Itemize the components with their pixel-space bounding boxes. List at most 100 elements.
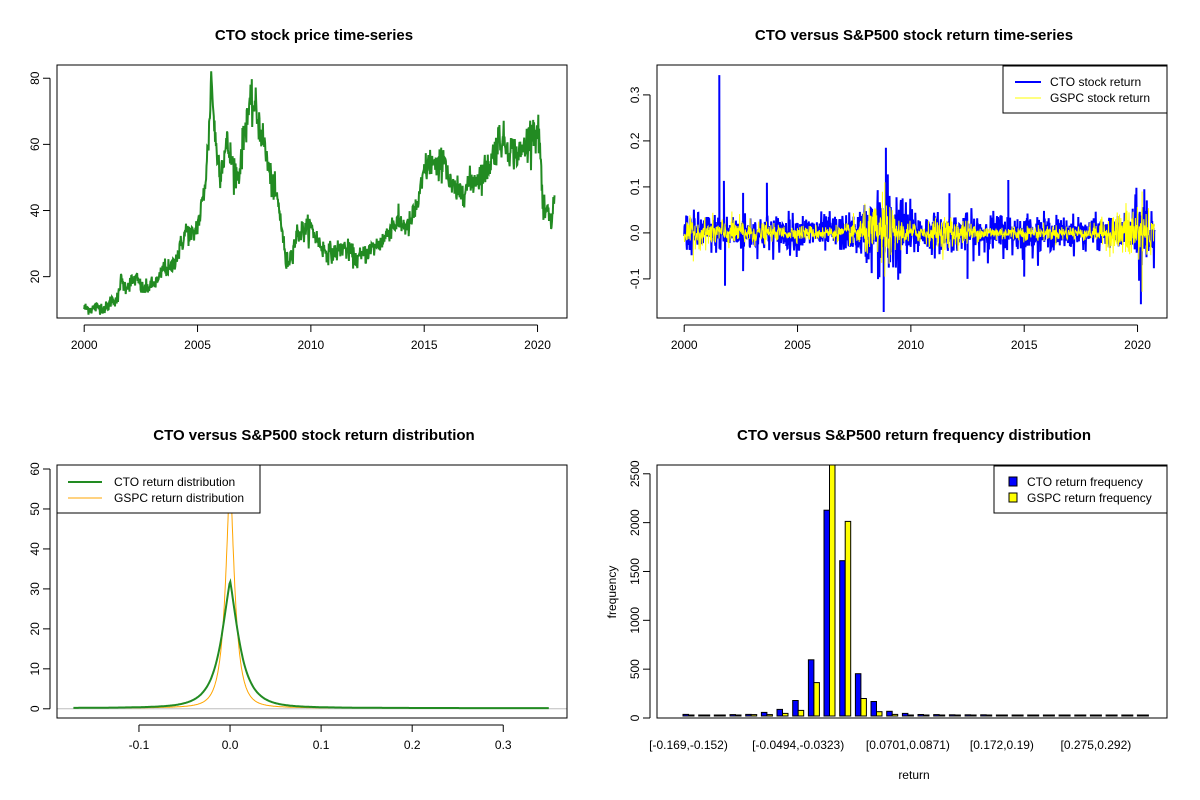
y-tick-label: 0.0	[628, 224, 642, 241]
histogram-x-axis-label: return	[898, 768, 929, 782]
gspc-frequency-bar	[844, 520, 852, 717]
cto-frequency-bar	[948, 714, 956, 717]
gspc-frequency-bar	[954, 714, 961, 717]
gspc-frequency-bar	[688, 714, 695, 717]
cto-frequency-bar	[713, 714, 721, 717]
gspc-frequency-bar	[766, 714, 773, 717]
y-tick-label: 1000	[628, 607, 642, 634]
x-tick-label: -0.1	[129, 738, 150, 752]
gspc-frequency-bar	[860, 698, 867, 717]
density-x-axis: -0.1 0.0 0.1 0.2 0.3	[129, 724, 512, 752]
price-x-axis: 2000 2005 2010 2015 2020	[71, 324, 551, 352]
y-tick-label: 500	[628, 659, 642, 679]
x-tick-label: 2020	[1124, 338, 1151, 352]
gspc-frequency-bar	[1126, 714, 1134, 717]
legend-swatch-gspc-frequency	[1008, 492, 1018, 503]
y-tick-label: 0	[628, 714, 642, 721]
cto-frequency-bar	[980, 714, 987, 717]
cto-frequency-bar	[1089, 714, 1097, 717]
cto-frequency-bar	[807, 659, 815, 717]
gspc-frequency-bar	[797, 709, 805, 717]
x-tick-label: [-0.169,-0.152)	[649, 738, 728, 752]
y-tick-label: 80	[28, 71, 42, 85]
x-tick-label: 0.3	[495, 738, 512, 752]
returns-legend-box	[1002, 65, 1168, 114]
gspc-frequency-bar	[1001, 714, 1008, 717]
y-tick-label: 60	[28, 137, 42, 151]
y-tick-label: 0.1	[628, 178, 642, 195]
gspc-frequency-bar	[719, 714, 726, 717]
legend-label-gspc-distribution: GSPC return distribution	[114, 491, 244, 505]
gspc-frequency-bar	[876, 711, 883, 717]
returns-chart: CTO versus S&P500 stock return time-seri…	[628, 27, 1168, 352]
cto-frequency-bar	[1121, 714, 1128, 717]
x-tick-label: [0.0701,0.0871)	[866, 738, 950, 752]
y-tick-label: 20	[28, 622, 42, 636]
cto-frequency-bar	[698, 714, 705, 717]
histogram-chart-title: CTO versus S&P500 return frequency distr…	[737, 427, 1091, 444]
cto-frequency-bar	[682, 713, 689, 717]
cto-frequency-bar	[917, 714, 924, 717]
density-series	[57, 470, 567, 710]
x-tick-label: 0.2	[404, 738, 421, 752]
gspc-frequency-bar	[703, 714, 711, 717]
gspc-frequency-bar	[1064, 714, 1071, 717]
histogram-legend: CTO return frequency GSPC return frequen…	[993, 465, 1168, 514]
cto-frequency-bar	[1011, 714, 1019, 717]
y-tick-label: 60	[28, 462, 42, 476]
gspc-frequency-bar	[829, 465, 836, 717]
returns-y-axis: -0.1 0.0 0.1 0.2 0.3	[628, 86, 651, 289]
x-tick-label: [-0.0494,-0.0323)	[752, 738, 844, 752]
cto-frequency-bar	[870, 701, 877, 717]
gspc-frequency-bar	[813, 682, 820, 717]
legend-label-gspc-return: GSPC stock return	[1050, 91, 1150, 105]
price-y-axis: 20 40 60 80	[28, 71, 51, 284]
cto-frequency-bar	[886, 710, 893, 717]
x-tick-label: 2010	[898, 338, 925, 352]
gspc-frequency-bar	[891, 713, 899, 717]
cto-frequency-bar	[792, 700, 799, 717]
returns-x-axis: 2000 2005 2010 2015 2020	[671, 324, 1151, 352]
cto-frequency-bar	[901, 712, 909, 717]
cto-frequency-bar	[1136, 714, 1144, 717]
returns-legend: CTO stock return GSPC stock return	[1002, 65, 1168, 114]
y-tick-label: -0.1	[628, 268, 642, 289]
gspc-frequency-bar	[1048, 714, 1055, 717]
gspc-frequency-bar	[1079, 714, 1087, 717]
cto-frequency-bar	[995, 714, 1003, 717]
gspc-frequency-bar	[985, 714, 993, 717]
y-tick-label: 0	[28, 705, 42, 712]
returns-series	[683, 75, 1156, 313]
histogram-plot-frame	[656, 464, 1168, 719]
gspc-frequency-bar	[782, 712, 789, 717]
legend-swatch-cto-frequency	[1008, 476, 1018, 487]
y-tick-label: 50	[28, 502, 42, 516]
cto-frequency-bar	[776, 708, 783, 717]
y-tick-label: 2000	[628, 509, 642, 536]
histogram-x-axis: [-0.169,-0.152) [-0.0494,-0.0323) [0.0701,…	[649, 738, 1131, 752]
histogram-bars	[682, 465, 1149, 717]
cto-frequency-bar	[745, 713, 752, 717]
x-tick-label: 2000	[71, 338, 98, 352]
gspc-frequency-bar	[923, 714, 930, 717]
y-tick-label: 0.3	[628, 86, 642, 103]
cto-frequency-bar	[1074, 714, 1081, 717]
y-tick-label: 1500	[628, 558, 642, 585]
x-tick-label: 2005	[784, 338, 811, 352]
gspc-frequency-bar	[907, 714, 914, 717]
x-tick-label: 2020	[524, 338, 551, 352]
y-tick-label: 20	[28, 270, 42, 284]
x-tick-label: 2005	[184, 338, 211, 352]
y-tick-label: 40	[28, 542, 42, 556]
legend-label-cto-distribution: CTO return distribution	[114, 475, 235, 489]
legend-label-cto-frequency: CTO return frequency	[1027, 475, 1143, 489]
x-tick-label: [0.172,0.19)	[970, 738, 1034, 752]
density-plot-frame	[56, 464, 568, 719]
x-tick-label: 2015	[1011, 338, 1038, 352]
y-tick-label: 2500	[628, 460, 642, 487]
density-legend: CTO return distribution GSPC return dist…	[56, 464, 261, 514]
gspc-frequency-bar	[1017, 714, 1024, 717]
x-tick-label: [0.275,0.292)	[1061, 738, 1132, 752]
cto-frequency-bar	[854, 673, 862, 717]
